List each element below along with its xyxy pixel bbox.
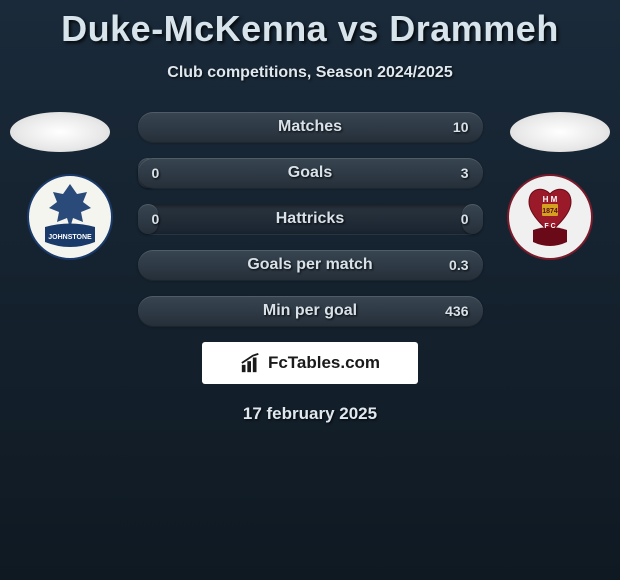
- svg-text:H M: H M: [543, 195, 558, 204]
- stat-value-right: 436: [445, 303, 468, 319]
- team-badge-right: 1874 H M F C: [505, 172, 595, 262]
- stat-value-right: 0.3: [449, 257, 468, 273]
- stats-container: 10Matches03Goals00Hattricks0.3Goals per …: [138, 112, 483, 326]
- stat-row: 10Matches: [138, 112, 483, 142]
- stat-track: [138, 204, 483, 234]
- stat-row: 03Goals: [138, 158, 483, 188]
- branding-box: FcTables.com: [202, 342, 418, 384]
- stat-value-right: 3: [461, 165, 469, 181]
- player-left-oval: [10, 112, 110, 152]
- svg-text:JOHNSTONE: JOHNSTONE: [48, 234, 92, 241]
- stat-value-left: 0: [152, 165, 160, 181]
- svg-text:1874: 1874: [542, 208, 558, 215]
- stat-fill-right: [138, 296, 483, 326]
- stat-fill-right: [138, 158, 483, 188]
- stat-fill-right: [138, 250, 483, 280]
- team-badge-left: JOHNSTONE: [25, 172, 115, 262]
- stat-row: 00Hattricks: [138, 204, 483, 234]
- chart-icon: [240, 352, 262, 374]
- stat-value-right: 0: [461, 211, 469, 227]
- comparison-content: JOHNSTONE 1874 H M F C 10Matches03Goals0…: [0, 112, 620, 326]
- player-right-oval: [510, 112, 610, 152]
- date-text: 17 february 2025: [0, 404, 620, 424]
- page-title: Duke-McKenna vs Drammeh: [0, 0, 620, 50]
- stat-row: 0.3Goals per match: [138, 250, 483, 280]
- branding-text: FcTables.com: [268, 353, 380, 373]
- svg-text:F C: F C: [544, 223, 555, 230]
- stat-value-left: 0: [152, 211, 160, 227]
- stat-fill-right: [138, 112, 483, 142]
- stat-row: 436Min per goal: [138, 296, 483, 326]
- subtitle: Club competitions, Season 2024/2025: [0, 64, 620, 82]
- stat-value-right: 10: [453, 119, 469, 135]
